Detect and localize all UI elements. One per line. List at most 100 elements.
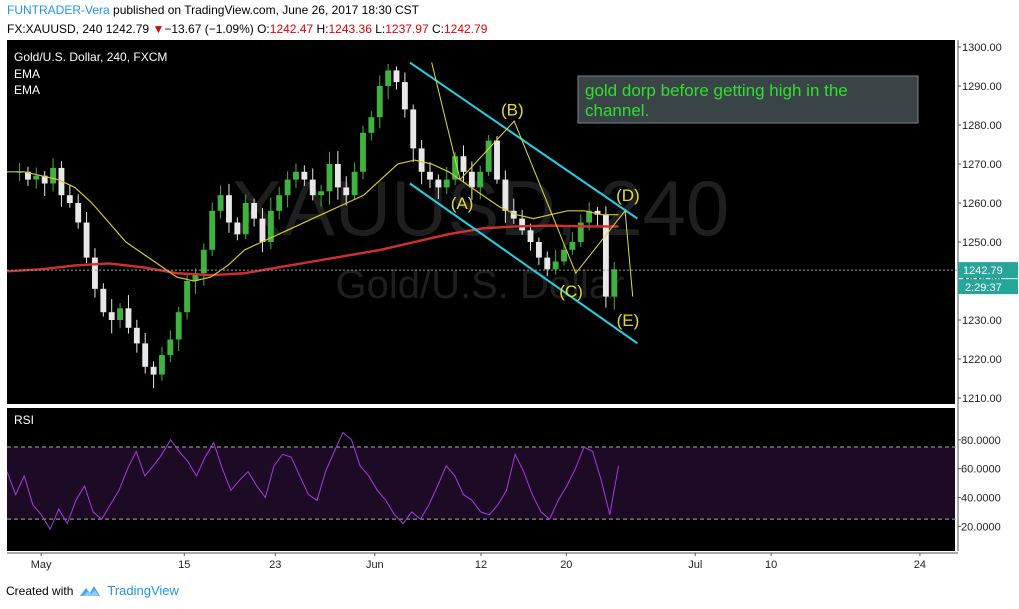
candle-body bbox=[259, 218, 266, 242]
candle-body bbox=[142, 343, 149, 367]
open-label: O: bbox=[257, 22, 270, 36]
symbol-label: FX:XAUUSD, 240 bbox=[7, 22, 103, 36]
channel-lower-line bbox=[409, 182, 638, 345]
candle-body bbox=[25, 171, 31, 180]
countdown-tag bbox=[958, 279, 1018, 295]
candle-body bbox=[251, 203, 258, 219]
candle-body bbox=[494, 140, 500, 180]
candle-body bbox=[360, 132, 366, 172]
candle-body bbox=[83, 222, 90, 258]
candle-body bbox=[175, 312, 182, 340]
candle-body bbox=[226, 195, 232, 223]
time-tick-label: 15 bbox=[178, 559, 190, 571]
wave-label: (A) bbox=[451, 194, 474, 213]
candle-body bbox=[267, 210, 274, 242]
candle-body bbox=[309, 179, 316, 196]
price-axis-bg bbox=[958, 40, 1019, 551]
candle-body bbox=[569, 242, 576, 250]
candle-body bbox=[510, 210, 517, 219]
candle-body bbox=[75, 203, 82, 223]
rsi-line bbox=[6, 431, 619, 531]
candle-body bbox=[586, 210, 593, 223]
open-value: 1242.47 bbox=[269, 22, 314, 36]
candle-body bbox=[577, 222, 584, 242]
candle-body bbox=[376, 86, 383, 118]
candle-body bbox=[427, 171, 433, 180]
candle-body bbox=[385, 70, 392, 86]
candle-body bbox=[284, 179, 291, 196]
price-tick-label: 1260.00 bbox=[962, 198, 1002, 210]
ema-slow-line bbox=[6, 224, 619, 277]
candle-body bbox=[519, 218, 526, 231]
candle-body bbox=[334, 164, 341, 188]
candle-body bbox=[611, 269, 618, 297]
price-tick-label: 1290.00 bbox=[962, 81, 1002, 93]
candle-body bbox=[192, 273, 199, 281]
time-tick-label: May bbox=[31, 559, 52, 571]
price-tick-label: 1210.00 bbox=[962, 393, 1002, 405]
candle-body bbox=[485, 140, 492, 172]
rsi-band-fill bbox=[7, 447, 955, 520]
candle-body bbox=[41, 175, 48, 184]
tradingview-logo-icon bbox=[80, 585, 101, 596]
last-price-tag bbox=[958, 262, 1018, 279]
price-change: −13.67 (−1.09%) bbox=[164, 22, 254, 36]
candle-body bbox=[602, 214, 609, 297]
candle-body bbox=[200, 249, 207, 274]
note-text: gold dorp before getting high in the chan… bbox=[585, 81, 848, 120]
rsi-tick-label: 40.0000 bbox=[961, 493, 1001, 505]
candle-body bbox=[468, 171, 475, 188]
author-link[interactable]: FUNTRADER-Vera bbox=[7, 3, 110, 17]
tradingview-brand-link[interactable]: TradingView bbox=[107, 583, 179, 598]
time-tick-label: 10 bbox=[765, 559, 777, 571]
time-tick-label: 23 bbox=[269, 559, 281, 571]
indicator-label: EMA bbox=[14, 67, 40, 81]
price-tick-label: 1220.00 bbox=[962, 354, 1002, 366]
wave-label: (D) bbox=[616, 186, 640, 205]
candle-body bbox=[460, 156, 467, 172]
countdown-tag-label: 2:29:37 bbox=[965, 282, 1002, 294]
candle-body bbox=[117, 308, 124, 320]
candle-body bbox=[133, 327, 140, 344]
channel-upper-line bbox=[409, 61, 638, 220]
symbol-line: FX:XAUUSD, 240 1242.79 ▼−13.67 (−1.09%) … bbox=[7, 22, 487, 36]
down-arrow-icon: ▼ bbox=[152, 22, 165, 36]
rsi-tick-label: 60.0000 bbox=[961, 464, 1001, 476]
candle-body bbox=[410, 109, 417, 149]
candle-body bbox=[50, 167, 57, 184]
high-label: H: bbox=[316, 22, 329, 36]
candle-body bbox=[276, 195, 283, 211]
created-with-label: Created with bbox=[6, 583, 74, 598]
candle-body bbox=[150, 366, 157, 375]
candle-body bbox=[293, 171, 299, 180]
price-tick-label: 1250.00 bbox=[962, 237, 1002, 249]
candle-body bbox=[159, 355, 165, 375]
price-tick-label: 1230.00 bbox=[962, 315, 1002, 327]
candle-body bbox=[502, 179, 509, 211]
time-tick-label: Jun bbox=[366, 559, 384, 571]
candle-body bbox=[544, 257, 551, 270]
candle-body bbox=[477, 171, 484, 188]
candle-body bbox=[184, 281, 191, 313]
candle-body bbox=[66, 195, 73, 203]
candle-body bbox=[401, 82, 408, 110]
candle-body bbox=[326, 164, 333, 192]
low-value: 1237.97 bbox=[385, 22, 429, 36]
last-price: 1242.79 bbox=[105, 22, 150, 36]
candle-body bbox=[209, 210, 216, 250]
candle-body bbox=[167, 339, 174, 356]
candle-body bbox=[594, 210, 601, 215]
rsi-tick-label: 20.0000 bbox=[961, 521, 1001, 533]
candle-body bbox=[435, 179, 442, 188]
rsi-label: RSI bbox=[14, 413, 34, 427]
candle-body bbox=[535, 242, 542, 258]
wave-label: (B) bbox=[501, 100, 524, 119]
publish-line: FUNTRADER-Vera published on TradingView.… bbox=[7, 3, 419, 17]
wave-label: (E) bbox=[617, 311, 640, 330]
candle-body bbox=[217, 195, 224, 211]
candle-body bbox=[552, 261, 559, 270]
last-price-tag-label: 1242.79 bbox=[963, 265, 1003, 277]
candle-body bbox=[452, 156, 459, 180]
close-label: C: bbox=[431, 22, 444, 36]
